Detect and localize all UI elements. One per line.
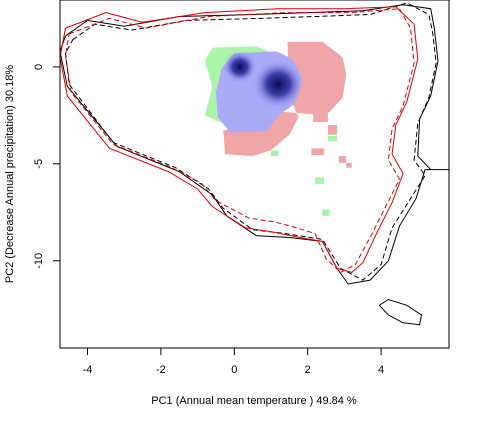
environment-envelope-line [60, 6, 419, 273]
environment-envelope-line [378, 298, 423, 326]
species-b-only-patch [311, 148, 325, 156]
species-a-only-patch [322, 209, 330, 217]
species-a-only-patch [271, 150, 279, 157]
plot-area [60, 2, 449, 326]
density-layer [205, 41, 352, 217]
x-axis: -4 -2 0 2 4 [83, 348, 384, 376]
overlap-density-peak [222, 50, 257, 84]
y-axis: 0 -5 -10 [33, 64, 60, 269]
x-tick-label: 4 [378, 364, 384, 376]
x-tick-label: -2 [156, 364, 166, 376]
environment-envelope-line [60, 4, 449, 285]
overlap-density-peak [252, 59, 305, 110]
species-a-only-patch [315, 177, 325, 185]
x-tick-label: 0 [231, 364, 237, 376]
x-axis-title: PC1 (Annual mean temperature ) 49.84 % [151, 395, 357, 407]
species-b-only-patch [346, 162, 352, 168]
envelope-layer [60, 2, 449, 326]
y-tick-label: 0 [33, 64, 45, 70]
species-a-only-patch [327, 135, 338, 142]
species-b-only-patch [327, 125, 338, 135]
y-tick-label: -10 [33, 253, 45, 269]
plot-frame [59, 0, 450, 349]
species-b-only-patch [338, 156, 347, 163]
y-tick-label: -5 [33, 159, 45, 169]
x-tick-label: 2 [305, 364, 311, 376]
y-axis-title: PC2 (Decrease Annual precipitation) 30.1… [4, 65, 16, 284]
x-tick-label: -4 [83, 364, 93, 376]
species-b-only-patch [313, 111, 328, 123]
environment-envelope-line [64, 8, 415, 274]
